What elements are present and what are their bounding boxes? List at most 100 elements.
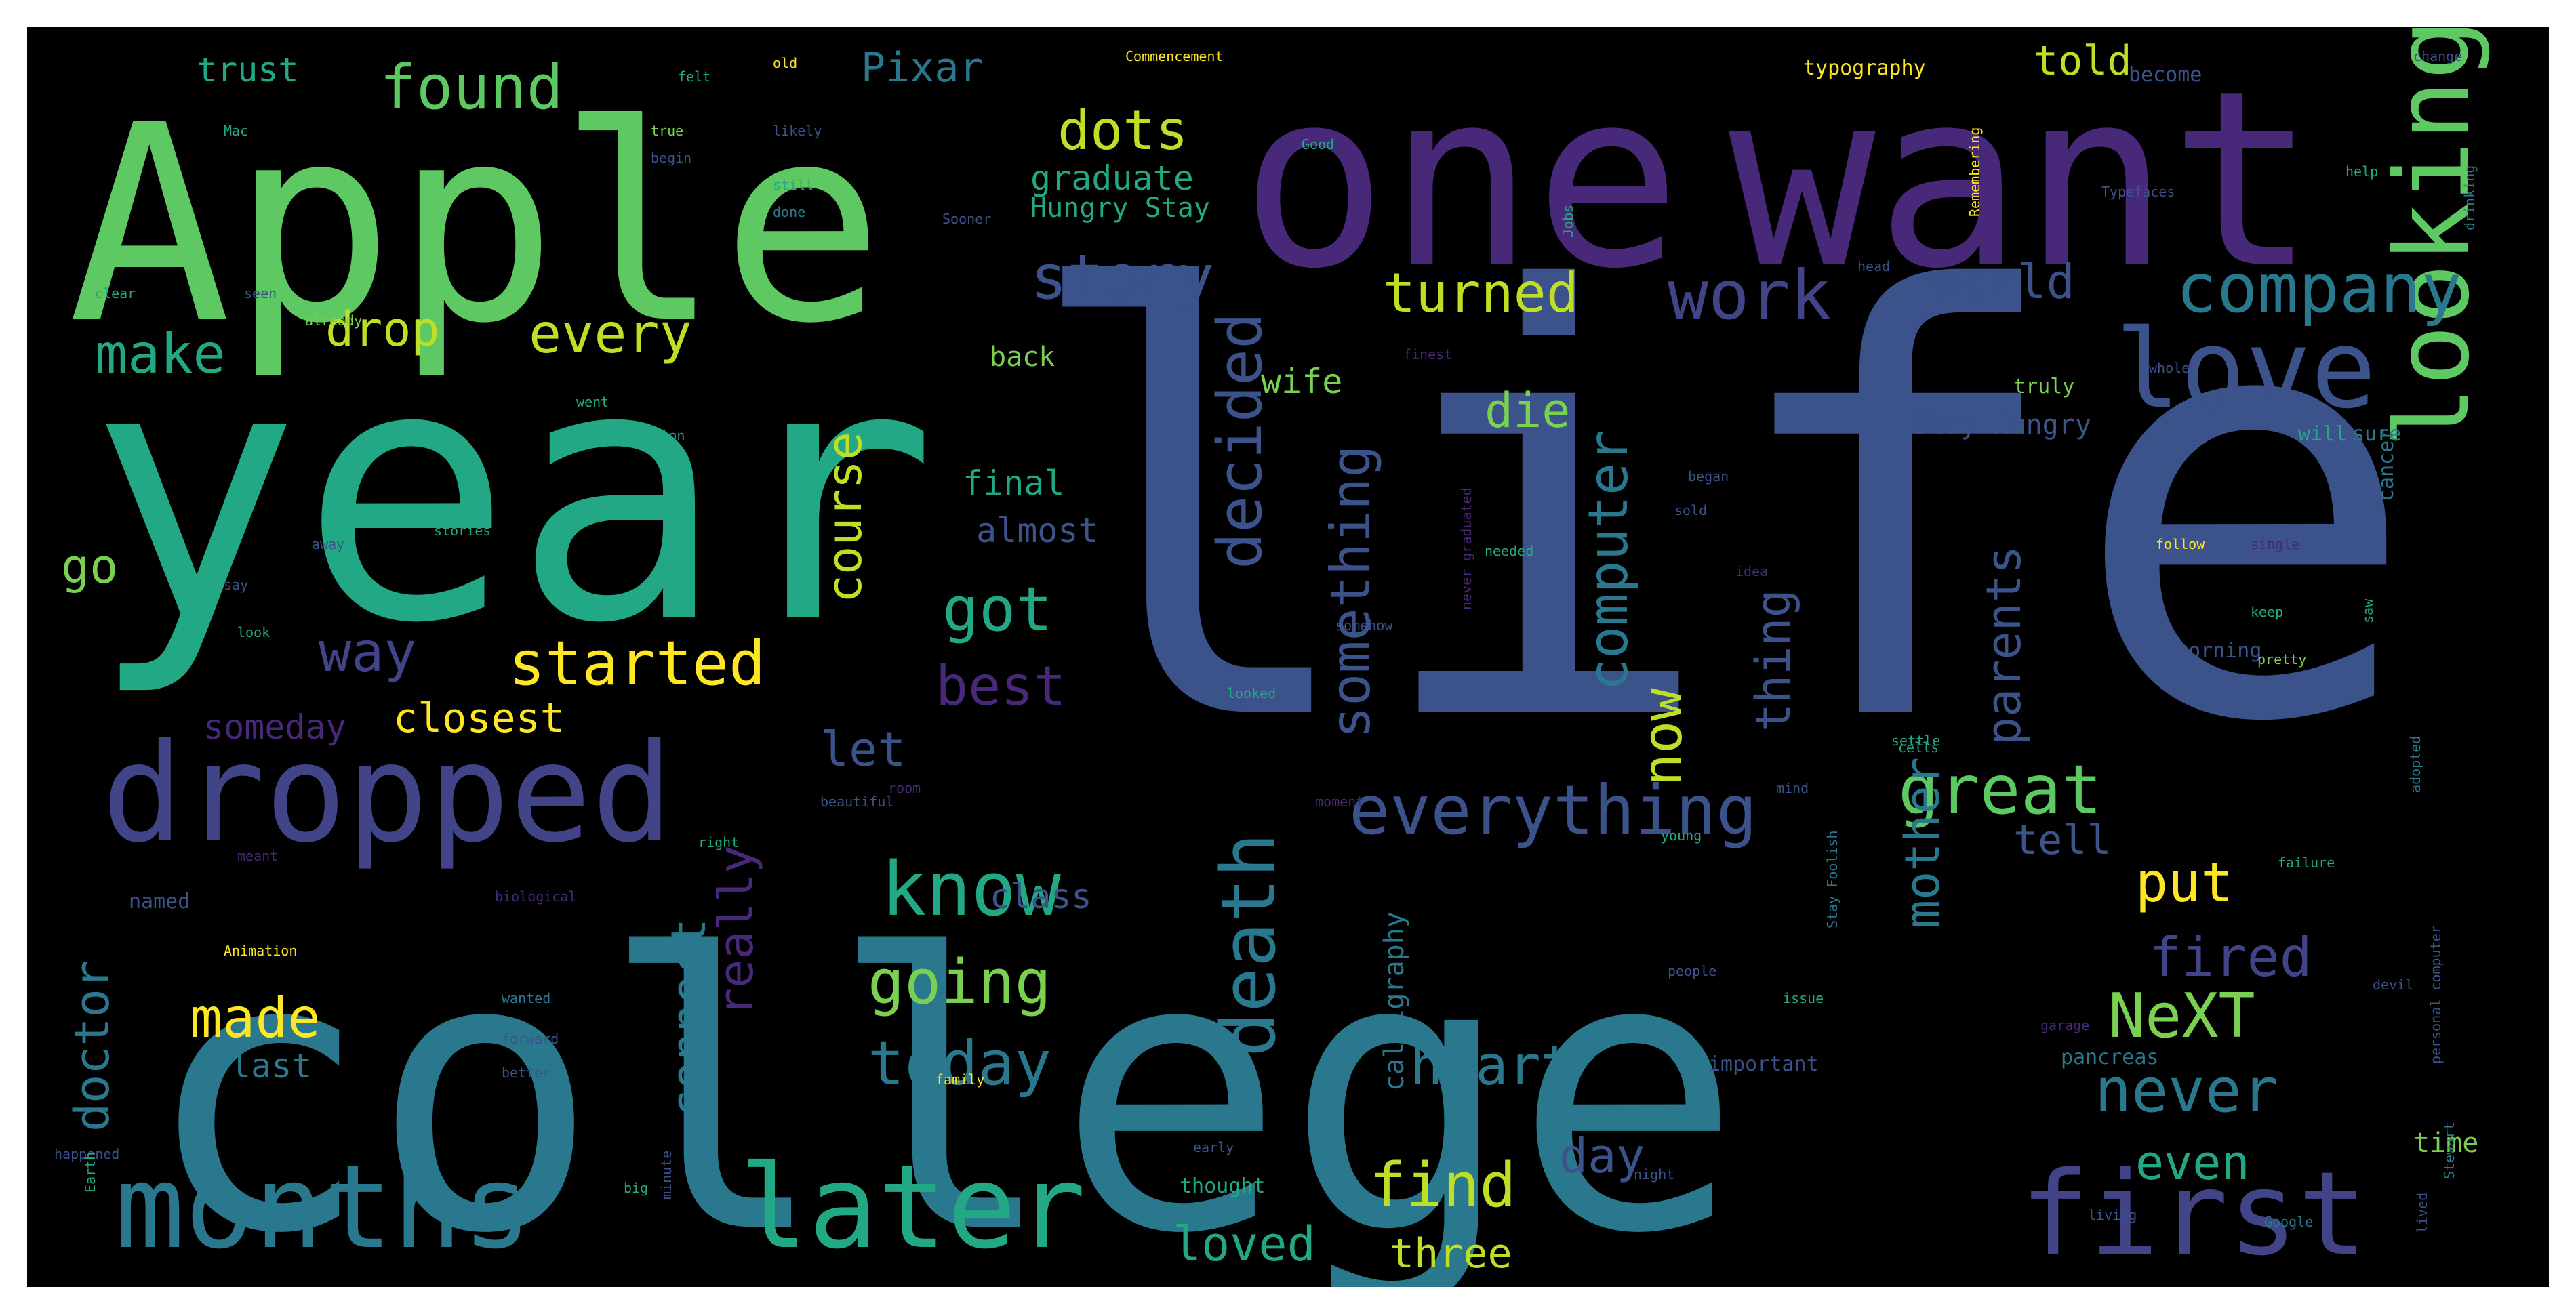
word-mind: mind [1776, 780, 1809, 796]
word-something: something [1319, 445, 1382, 739]
word-meant: meant [237, 848, 278, 864]
word-already: already [305, 312, 362, 329]
word-needed: needed [1485, 543, 1533, 559]
word-die: die [1485, 383, 1570, 438]
word-room: room [888, 780, 921, 796]
word-sure: sure [2352, 422, 2401, 446]
word-morning: morning [2176, 639, 2261, 663]
word-dots: dots [1058, 99, 1188, 162]
word-forward: forward [502, 1031, 559, 1047]
word-make: make [95, 323, 226, 386]
word-made: made [190, 987, 321, 1050]
word-night: night [1634, 1166, 1674, 1183]
word-never-graduated: never graduated [1458, 487, 1474, 610]
word-way: way [319, 621, 417, 684]
word-moment: moment [1315, 794, 1364, 810]
word-today: today [868, 1028, 1051, 1099]
word-single: single [2251, 536, 2299, 552]
word-minute: minute [658, 1151, 675, 1199]
word-great: great [1898, 750, 2102, 829]
word-dropped: dropped [102, 715, 673, 873]
word-named: named [129, 890, 190, 913]
word-idea: idea [1735, 563, 1768, 579]
word-pixar: Pixar [861, 44, 984, 91]
word-go: go [61, 539, 118, 594]
word-young: young [1661, 827, 1702, 844]
word-cells: cells [1898, 739, 1939, 756]
word-loved: loved [1173, 1216, 1316, 1272]
word-work: work [1668, 255, 1831, 335]
word-follow: follow [2156, 536, 2205, 552]
word-seen: seen [244, 285, 277, 302]
word-cancer: cancer [2375, 428, 2398, 501]
word-thought: thought [1180, 1174, 1265, 1198]
word-decided: decided [1205, 312, 1276, 569]
word-now: now [1631, 688, 1694, 786]
word-computer: computer [1577, 430, 1640, 691]
word-failure: failure [2278, 855, 2335, 871]
word-head: head [1857, 258, 1890, 274]
word-clear: clear [95, 285, 136, 302]
word-later: later [739, 1141, 1086, 1275]
word-pancreas: pancreas [2061, 1046, 2159, 1069]
word-time: time [2413, 1128, 2478, 1159]
word-almost: almost [976, 511, 1099, 550]
word-better: better [502, 1065, 550, 1081]
word-last: last [230, 1046, 312, 1086]
word-felt: felt [678, 68, 710, 85]
word-let: let [820, 722, 906, 777]
word-death: death [1205, 833, 1292, 1057]
word-adopted: adopted [2407, 736, 2423, 793]
word-right: right [698, 834, 739, 850]
word-still: still [773, 177, 813, 193]
word-next: NeXT [2108, 981, 2255, 1052]
word-keep: keep [2251, 604, 2283, 620]
word-one: one [1241, 38, 1681, 322]
word-lived: lived [2414, 1193, 2430, 1233]
word-began: began [1688, 468, 1729, 485]
word-know: know [881, 846, 1062, 932]
word-sold: sold [1674, 502, 1707, 518]
word-change: change [2413, 48, 2462, 64]
word-will: will [2298, 422, 2347, 446]
word-year: year [88, 289, 937, 700]
word-likely: likely [773, 123, 822, 139]
word-typefaces: Typefaces [2101, 184, 2175, 200]
word-stay-hungry: Stay Hungry [1912, 409, 2091, 440]
word-parents: parents [1976, 546, 2032, 745]
word-day: day [1559, 1128, 1645, 1184]
word-become: become [2129, 63, 2202, 87]
word-trust: trust [197, 50, 299, 89]
word-true: true [651, 123, 683, 139]
word-away: away [312, 536, 344, 552]
word-story: story [1030, 242, 1214, 313]
word-help: help [2346, 163, 2378, 180]
word-wanted: wanted [502, 990, 550, 1006]
word-settle: settle [1891, 733, 1940, 749]
word-find: find [1369, 1150, 1516, 1221]
word-stewart: Stewart [2441, 1122, 2457, 1179]
word-stories: stories [434, 522, 491, 539]
word-look: look [237, 624, 270, 640]
word-biological: biological [495, 888, 576, 905]
word-world: world [1932, 254, 2075, 310]
word-wife: wife [1261, 362, 1342, 401]
word-living: living [2088, 1207, 2137, 1223]
word-started: started [508, 628, 765, 699]
word-mac: Mac [224, 123, 248, 139]
word-even: even [2135, 1135, 2250, 1191]
word-love: love [2115, 306, 2376, 432]
word-sooner: Sooner [942, 211, 991, 227]
word-course: course [817, 432, 872, 603]
word-done: done [773, 204, 805, 220]
word-pretty: pretty [2257, 651, 2306, 668]
word-early: early [1193, 1139, 1234, 1155]
word-back: back [990, 342, 1055, 373]
word-good: Good [1302, 136, 1334, 152]
word-begin: begin [651, 150, 691, 166]
word-devil: devil [2373, 977, 2413, 993]
word-final: final [963, 464, 1065, 503]
word-jobs: Jobs [1560, 205, 1576, 237]
word-months: months [115, 1141, 531, 1275]
word-told: told [2034, 37, 2132, 85]
